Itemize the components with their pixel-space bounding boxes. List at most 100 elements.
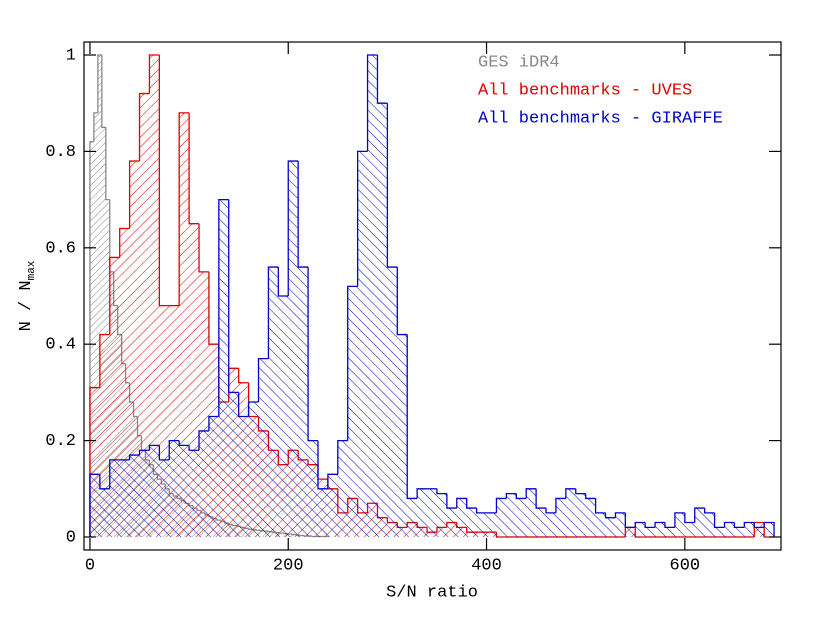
histogram-step: [535, 488, 547, 509]
histogram-bar: [367, 55, 378, 537]
histogram-step: [148, 54, 160, 94]
histogram-step: [198, 430, 209, 451]
y-tick-label: 0.8: [45, 143, 76, 162]
x-axis-label: S/N ratio: [386, 583, 478, 602]
histogram-step: [178, 112, 190, 306]
histogram-bar: [436, 493, 447, 537]
histogram-bar: [93, 112, 98, 537]
histogram-step: [105, 127, 110, 201]
histogram-bar: [397, 334, 408, 537]
histogram-bar: [89, 141, 94, 537]
histogram-bar: [526, 488, 537, 537]
histogram-bar: [496, 498, 507, 537]
histogram-step: [733, 522, 745, 528]
histogram-step: [247, 401, 259, 417]
histogram-bar: [139, 450, 150, 537]
histogram-bar: [288, 161, 299, 537]
histogram-bar: [744, 522, 755, 537]
histogram-bar: [625, 527, 636, 537]
histogram-bar: [189, 223, 200, 537]
histogram-step: [396, 267, 408, 336]
histogram-step: [446, 493, 457, 509]
histogram-bar: [278, 296, 289, 537]
histogram-bar: [139, 93, 150, 537]
histogram-step: [416, 488, 428, 499]
y-axis-label: N / Nmax: [17, 260, 37, 331]
histogram-step: [138, 449, 150, 456]
histogram-bar: [357, 151, 368, 537]
histogram-bar: [189, 450, 200, 537]
histogram-step: [198, 223, 209, 273]
y-tick-label: 0.2: [45, 432, 76, 451]
histogram-bar: [466, 508, 477, 537]
legend-entry: GES iDR4: [478, 53, 560, 72]
histogram-bar: [119, 459, 130, 537]
histogram-bar: [317, 488, 328, 537]
histogram-step: [317, 440, 328, 490]
histogram-bar: [129, 455, 140, 537]
x-tick-label: 0: [85, 556, 95, 575]
histogram-step: [208, 415, 219, 431]
histogram-bar: [119, 228, 130, 537]
histogram-step: [386, 103, 398, 268]
histogram-step: [634, 521, 646, 528]
x-tick-label: 400: [471, 556, 502, 575]
histogram-step: [287, 160, 299, 296]
histogram-bar: [218, 199, 229, 537]
histogram-step: [704, 508, 715, 514]
histogram-step: [585, 493, 596, 500]
histogram-step: [93, 112, 98, 142]
histogram-step: [257, 358, 269, 403]
histogram-step: [128, 454, 140, 460]
histogram-step: [515, 493, 527, 500]
histogram-step: [168, 439, 180, 460]
histogram-step: [406, 334, 418, 500]
histogram-step: [763, 521, 775, 537]
histogram-bar: [228, 392, 239, 537]
histogram-bar: [199, 430, 209, 537]
histogram-step: [228, 199, 239, 394]
histogram-step: [694, 507, 705, 523]
histogram-bar: [248, 402, 259, 537]
histogram-step: [238, 392, 249, 418]
histogram-bar: [764, 522, 775, 537]
histogram-step: [347, 285, 358, 441]
histogram-bar: [268, 267, 279, 537]
histogram-bar: [149, 445, 160, 537]
histogram-bar: [208, 416, 219, 537]
histogram-step: [178, 440, 190, 447]
histogram-step: [525, 488, 537, 499]
x-tick-label: 600: [670, 556, 701, 575]
histogram-step: [218, 198, 229, 417]
histogram-step: [307, 267, 318, 442]
histogram-step: [684, 512, 695, 524]
histogram-step: [109, 256, 120, 335]
histogram-bar: [89, 387, 100, 537]
histogram-bar: [179, 445, 190, 537]
histogram-step: [238, 368, 249, 384]
histogram-bar: [109, 459, 120, 537]
histogram-step: [109, 459, 120, 489]
histogram-step: [555, 497, 566, 513]
histogram-bar: [674, 512, 685, 537]
histogram-step: [188, 445, 200, 451]
histogram-step: [327, 473, 338, 489]
histogram-bar: [635, 522, 646, 537]
histogram-bar: [101, 127, 106, 537]
histogram-step: [475, 508, 487, 514]
y-tick-label: 0: [66, 528, 76, 547]
histogram-bar: [337, 440, 348, 537]
histogram-step: [99, 474, 110, 490]
histogram-bar: [308, 440, 318, 537]
histogram-step: [158, 55, 170, 307]
histogram-step: [743, 521, 755, 528]
histogram-bar: [238, 416, 249, 537]
histogram-bar: [377, 103, 388, 537]
histogram-step: [624, 512, 636, 528]
histogram-step: [119, 227, 130, 258]
histogram-bar: [407, 498, 418, 537]
histogram-bar: [595, 512, 606, 537]
histogram-bar: [427, 488, 437, 537]
histogram-bar: [327, 474, 338, 537]
